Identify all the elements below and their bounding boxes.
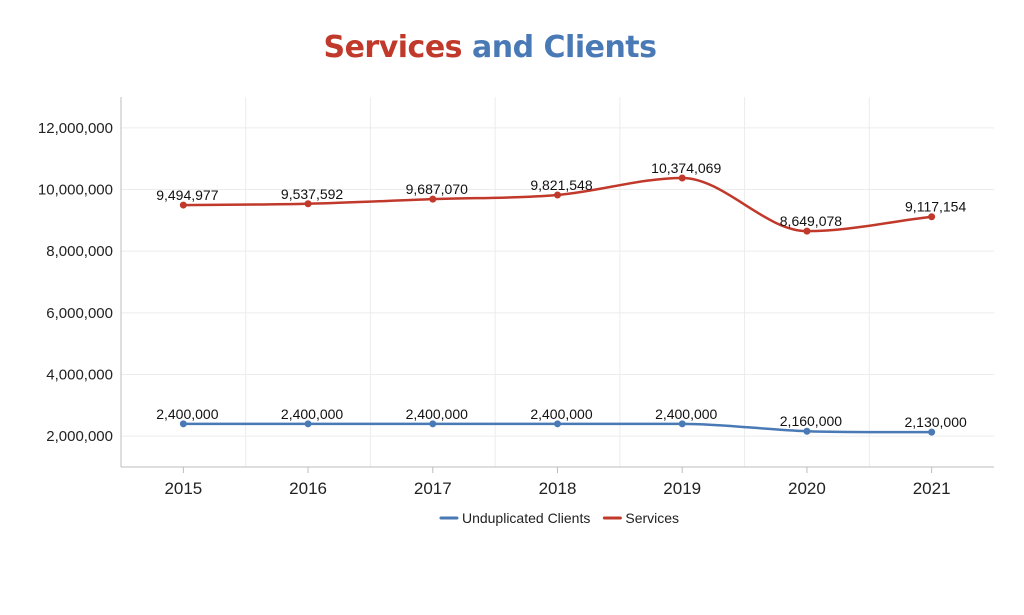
data-label: 9,687,070 (406, 181, 468, 197)
data-label: 9,494,977 (156, 187, 218, 203)
data-point (928, 428, 936, 436)
y-tick-label: 6,000,000 (46, 305, 113, 322)
data-point (678, 174, 686, 182)
data-point (803, 227, 811, 235)
data-point (928, 213, 936, 221)
data-point (429, 195, 437, 203)
x-tick-label: 2017 (414, 479, 452, 498)
data-label: 2,400,000 (530, 406, 592, 422)
data-label: 9,117,154 (905, 199, 966, 215)
grid-lines (121, 97, 994, 467)
data-label: 2,130,000 (904, 414, 966, 430)
x-tick-label: 2021 (913, 479, 951, 498)
data-labels: 2,400,000 2,400,000 2,400,000 2,400,000 2,40… (156, 160, 967, 430)
chart-title-services: Services (323, 30, 463, 65)
data-point (678, 420, 686, 428)
x-tick-label: 2018 (539, 479, 577, 498)
data-label: 2,400,000 (406, 406, 468, 422)
x-tick-label: 2020 (788, 479, 826, 498)
data-label: 9,821,548 (530, 177, 592, 193)
x-tick-label: 2019 (663, 479, 701, 498)
legend[interactable]: Unduplicated Clients Services (439, 510, 679, 526)
data-point (179, 420, 187, 428)
data-point (304, 200, 312, 208)
legend-label: Services (625, 510, 679, 526)
data-label: 9,537,592 (281, 186, 343, 202)
data-point (554, 191, 561, 199)
y-tick-label: 12,000,000 (38, 120, 113, 137)
x-tick-label: 2016 (289, 479, 327, 498)
y-tick-label: 8,000,000 (46, 243, 113, 260)
data-label: 2,160,000 (780, 413, 842, 429)
chart-title: Services and Clients (0, 30, 980, 65)
data-point (803, 427, 811, 435)
data-label: 8,649,078 (780, 213, 842, 229)
data-label: 2,400,000 (281, 406, 343, 422)
series-layer (179, 174, 936, 436)
data-point (304, 420, 312, 428)
data-point (429, 420, 437, 428)
data-label: 2,400,000 (655, 406, 717, 422)
axes: 2,000,000 4,000,000 6,000,000 8,000,000 10,0… (38, 97, 994, 498)
y-tick-label: 2,000,000 (46, 428, 113, 445)
legend-label: Unduplicated Clients (462, 510, 590, 526)
data-point (554, 420, 561, 428)
y-tick-label: 4,000,000 (46, 367, 113, 384)
data-label: 10,374,069 (651, 160, 721, 176)
x-tick-label: 2015 (164, 479, 202, 498)
chart-title-and-clients: and Clients (472, 30, 657, 65)
y-tick-label: 10,000,000 (38, 182, 113, 199)
data-point (179, 201, 187, 209)
data-label: 2,400,000 (156, 406, 218, 422)
